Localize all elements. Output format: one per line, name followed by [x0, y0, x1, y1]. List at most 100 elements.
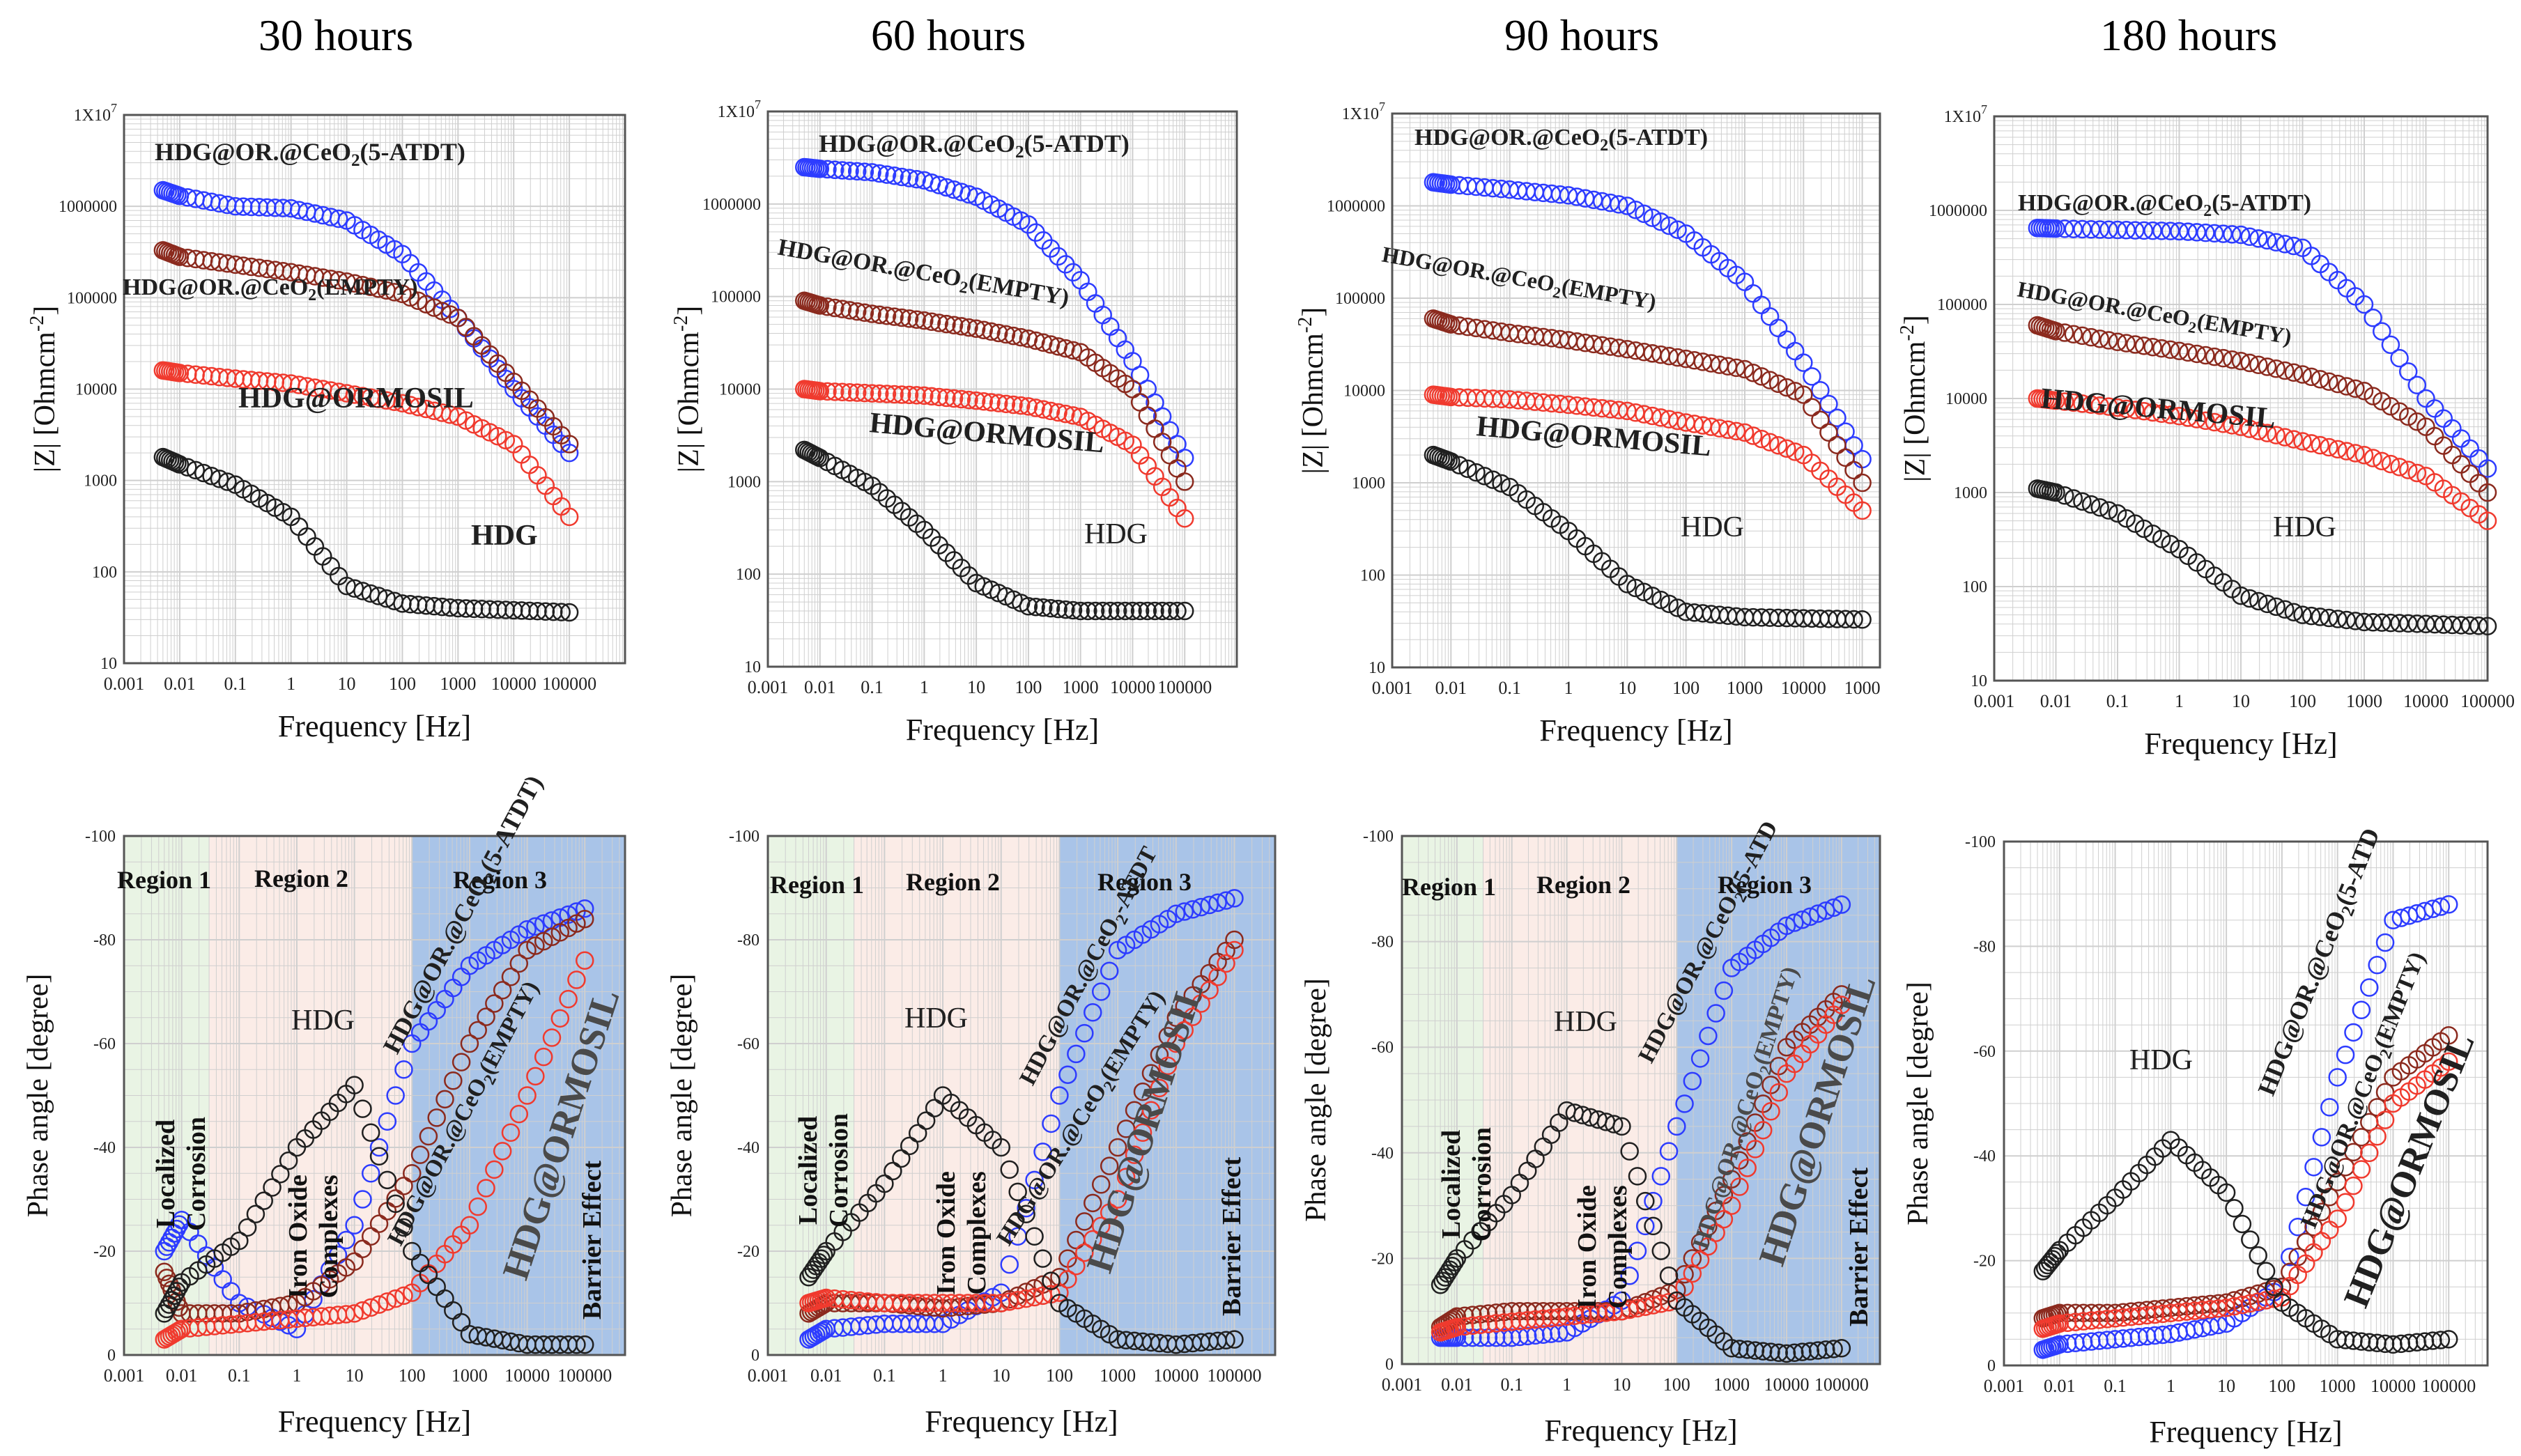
data-point — [210, 470, 229, 488]
data-point — [2240, 419, 2259, 438]
data-point — [1091, 1175, 1111, 1194]
series-label: HDG@ORMOSIL — [868, 407, 1105, 459]
series-red — [1424, 385, 1872, 520]
data-point — [169, 1321, 189, 1340]
region-label: Region 2 — [254, 865, 348, 892]
data-point — [2225, 1199, 2244, 1218]
data-point — [2328, 374, 2347, 394]
data-point — [1447, 1317, 1467, 1337]
data-point — [810, 382, 830, 401]
data-point — [2134, 336, 2154, 355]
x-tick-label: 10 — [2217, 1376, 2235, 1396]
y-tick-label: -100 — [1363, 828, 1394, 846]
x-tick-label: 0.1 — [224, 674, 247, 694]
x-tick-label: 100000 — [1814, 1374, 1869, 1395]
x-tick-label: 100000 — [557, 1365, 612, 1386]
data-point — [1819, 423, 1838, 442]
x-tick-label: 100000 — [542, 674, 596, 694]
data-point — [427, 1108, 446, 1127]
data-point — [2214, 348, 2233, 368]
data-point — [378, 1170, 397, 1190]
x-tick-label: 0.1 — [2106, 691, 2129, 711]
y-tick-label: 1000 — [1352, 474, 1385, 493]
data-point — [1141, 1064, 1161, 1083]
data-point — [2223, 350, 2242, 369]
data-point — [353, 1239, 372, 1259]
data-point — [2249, 1246, 2267, 1265]
data-point — [1817, 901, 1835, 920]
data-point — [394, 1218, 413, 1237]
y-tick-label: -40 — [93, 1139, 116, 1157]
data-point — [814, 1321, 833, 1340]
data-point — [575, 1335, 594, 1354]
series-label: HDG — [2273, 511, 2336, 543]
x-tick-label: 0.01 — [2044, 1376, 2076, 1396]
data-point — [1058, 1065, 1077, 1084]
x-tick-label: 100 — [389, 674, 416, 694]
data-point — [2364, 309, 2382, 327]
data-point — [855, 162, 874, 181]
data-point — [1004, 395, 1023, 415]
data-point — [2337, 377, 2356, 396]
data-point — [1635, 1216, 1655, 1236]
x-axis-title: Frequency [Hz] — [2149, 1415, 2342, 1449]
y-tick-label: 1000000 — [59, 198, 117, 216]
data-point — [1100, 1203, 1119, 1222]
series-label: HDG@ORMOSIL — [238, 382, 474, 415]
series-red — [153, 361, 579, 527]
data-point — [2346, 379, 2365, 398]
data-point — [167, 1219, 186, 1239]
data-point — [818, 382, 837, 401]
data-point — [1844, 610, 1863, 629]
data-point — [386, 1194, 405, 1214]
data-point — [814, 1246, 833, 1264]
data-point — [900, 385, 919, 405]
data-point — [1101, 317, 1120, 336]
data-point — [885, 385, 904, 404]
data-point — [2196, 411, 2215, 431]
data-point — [353, 1099, 372, 1118]
series-label: HDG — [1554, 1006, 1617, 1038]
data-point — [1526, 1326, 1545, 1345]
data-point — [1116, 340, 1135, 359]
series-label: HDG — [2129, 1044, 2193, 1076]
data-point — [2344, 1176, 2363, 1195]
data-point — [1217, 891, 1235, 910]
x-tick-label: 0.01 — [1441, 1374, 1473, 1395]
data-point — [1034, 598, 1053, 617]
annotation-label: Iron OxideComplexes — [284, 1175, 344, 1299]
data-point — [1442, 452, 1460, 471]
data-point — [2161, 222, 2180, 240]
data-point — [1832, 895, 1851, 914]
data-point — [2090, 220, 2109, 239]
data-point — [1811, 410, 1830, 429]
data-point — [2293, 432, 2312, 451]
data-point — [1116, 1168, 1136, 1186]
data-point — [2373, 451, 2391, 471]
data-point — [2099, 331, 2118, 350]
y-tick-label: -60 — [737, 1035, 760, 1053]
data-point — [2117, 399, 2136, 419]
data-point — [2302, 606, 2321, 626]
data-point — [1025, 1227, 1044, 1246]
data-point — [907, 514, 926, 533]
data-point — [2256, 1262, 2276, 1280]
data-point — [1108, 1138, 1127, 1157]
y-tick-label: 1000000 — [1327, 198, 1385, 216]
data-point — [1699, 1026, 1718, 1046]
series-black — [153, 447, 579, 622]
data-point — [930, 387, 948, 407]
data-point — [2354, 295, 2374, 314]
data-point — [1445, 1253, 1464, 1272]
data-point — [2231, 352, 2251, 371]
x-tick-label: 1000 — [452, 1365, 488, 1386]
data-point — [2240, 589, 2259, 608]
data-point — [2320, 372, 2338, 391]
annotation-label: LocalizedCorrosion — [794, 1113, 854, 1227]
data-point — [900, 169, 919, 187]
data-point — [1660, 216, 1679, 235]
data-point — [1091, 982, 1111, 1001]
data-point — [1706, 1223, 1725, 1242]
y-tick-label: 1X107 — [718, 98, 761, 121]
data-point — [1794, 353, 1813, 372]
